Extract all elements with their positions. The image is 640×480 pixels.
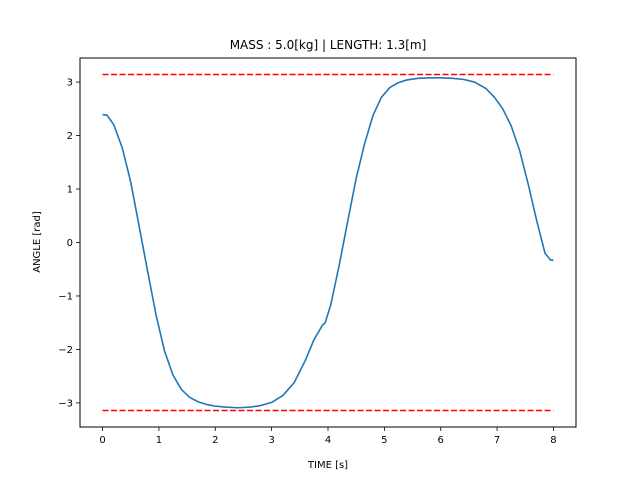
y-tick-label: −3 [58, 398, 73, 409]
x-tick-label: 2 [212, 435, 218, 446]
x-tick-label: 7 [494, 435, 500, 446]
y-axis-label: ANGLE [rad] [32, 211, 43, 273]
x-axis-ticks: 0 1 2 3 4 5 6 7 8 [99, 427, 557, 446]
y-tick-label: 3 [67, 78, 73, 89]
x-tick-label: 1 [156, 435, 162, 446]
x-tick-label: 3 [268, 435, 274, 446]
series-line-0 [102, 76, 554, 409]
chart-title: MASS : 5.0[kg] | LENGTH: 1.3[m] [230, 38, 427, 52]
plot-frame [79, 57, 577, 428]
y-axis-ticks: −3 −2 −1 0 1 2 3 [58, 78, 80, 409]
x-tick-label: 6 [438, 435, 444, 446]
y-tick-label: −1 [58, 291, 73, 302]
y-tick-label: −2 [58, 345, 73, 356]
y-tick-label: 1 [67, 185, 73, 196]
x-tick-label: 4 [325, 435, 331, 446]
x-tick-label: 0 [99, 435, 105, 446]
x-tick-label: 8 [550, 435, 556, 446]
x-axis-label: TIME [s] [307, 460, 348, 471]
y-tick-label: 0 [67, 238, 73, 249]
x-tick-label: 5 [381, 435, 387, 446]
y-tick-label: 2 [67, 131, 73, 142]
series-layer [102, 73, 554, 412]
